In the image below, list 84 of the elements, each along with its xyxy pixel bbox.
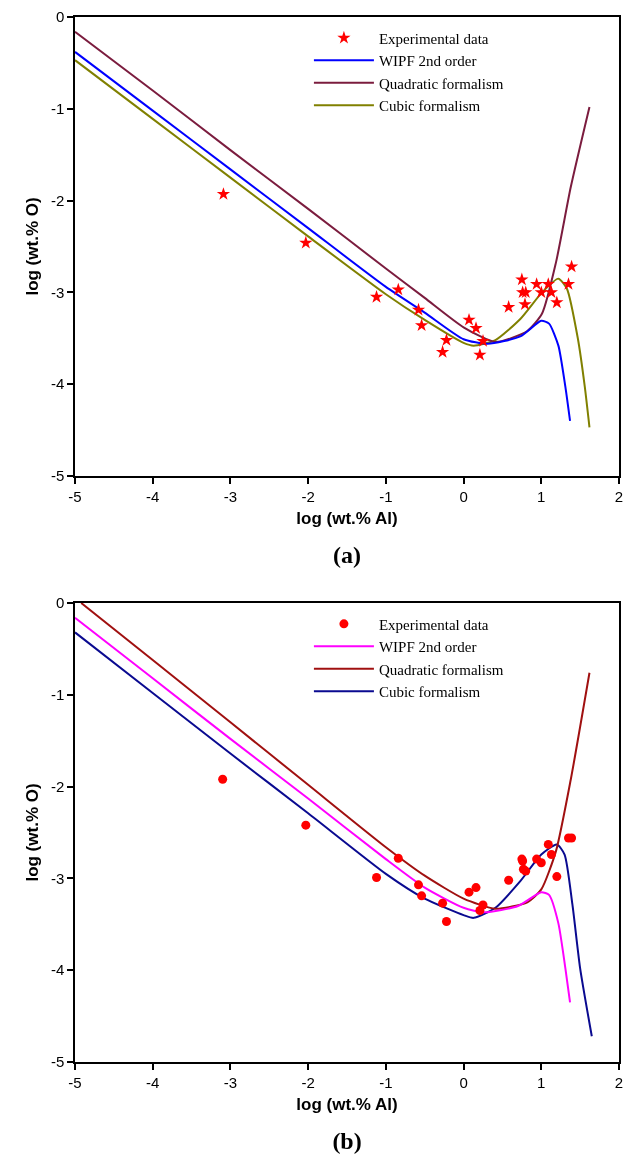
point xyxy=(369,289,384,303)
point xyxy=(393,853,403,863)
point xyxy=(439,333,454,346)
line-series xyxy=(75,631,593,1038)
point xyxy=(543,839,553,849)
y-axis-title: log (wt.% O) xyxy=(22,783,42,882)
y-tick-label: -3 xyxy=(50,283,65,301)
x-tick-label: -4 xyxy=(146,487,160,505)
point xyxy=(438,898,448,908)
point xyxy=(550,295,564,309)
legend-label: Quadratic formalism xyxy=(378,661,504,678)
y-axis-title: log (wt.% O) xyxy=(22,197,42,296)
y-tick-label: -3 xyxy=(50,869,65,887)
x-axis-title: log (wt.% Al) xyxy=(296,1094,398,1114)
point xyxy=(515,272,529,286)
y-tick-label: -2 xyxy=(50,191,65,209)
point xyxy=(534,285,548,299)
legend-label: Experimental data xyxy=(378,30,489,47)
x-tick-label: -3 xyxy=(223,1073,238,1091)
point xyxy=(414,880,423,890)
legend-label: Cubic formalism xyxy=(378,684,481,701)
x-tick-label: 0 xyxy=(459,487,468,505)
point xyxy=(464,887,474,897)
point xyxy=(473,347,487,361)
point xyxy=(478,900,488,910)
point xyxy=(391,282,405,296)
line-series xyxy=(80,603,591,910)
y-tick-label: -1 xyxy=(50,100,65,118)
point xyxy=(417,891,427,901)
legend-label: Quadratic formalism xyxy=(378,75,504,92)
legend-label: Experimental data xyxy=(378,616,489,633)
point xyxy=(501,300,516,313)
point xyxy=(552,872,562,882)
legend-label: Cubic formalism xyxy=(378,98,481,115)
x-tick-label: 1 xyxy=(537,487,546,505)
legend-label: WIPF 2nd order xyxy=(378,53,477,70)
y-tick-label: 0 xyxy=(55,594,65,612)
point xyxy=(469,321,483,334)
x-tick-label: -2 xyxy=(301,487,315,505)
y-tick-label: -4 xyxy=(50,961,65,979)
x-tick-label: 1 xyxy=(537,1073,546,1091)
point xyxy=(411,302,426,316)
y-tick-label: 0 xyxy=(55,8,65,26)
point xyxy=(536,858,546,868)
x-tick-label: -5 xyxy=(68,487,82,505)
y-tick-label: -5 xyxy=(50,1053,65,1071)
y-tick-label: -5 xyxy=(50,467,65,485)
point xyxy=(546,850,556,860)
x-tick-label: -3 xyxy=(223,487,238,505)
point xyxy=(519,285,533,299)
point xyxy=(476,334,490,347)
point xyxy=(301,820,311,830)
x-tick-label: 2 xyxy=(614,487,624,505)
point xyxy=(218,774,228,784)
x-tick-label: -2 xyxy=(301,1073,315,1091)
point xyxy=(372,872,382,882)
point xyxy=(471,883,481,893)
text: (a) xyxy=(333,541,362,568)
point xyxy=(561,277,576,290)
line-series xyxy=(75,616,572,1004)
line-series xyxy=(75,30,591,343)
point xyxy=(529,277,544,290)
point xyxy=(414,318,429,332)
x-tick-label: -4 xyxy=(146,1073,160,1091)
point xyxy=(216,187,231,200)
x-tick-label: -1 xyxy=(379,1073,393,1091)
point xyxy=(299,235,313,249)
point xyxy=(518,297,532,310)
x-tick-label: 2 xyxy=(614,1073,624,1091)
y-tick-label: -4 xyxy=(50,375,65,393)
point xyxy=(504,875,514,885)
x-tick-label: -5 xyxy=(68,1073,82,1091)
text: (b) xyxy=(332,1127,362,1154)
y-tick-label: -2 xyxy=(50,777,65,795)
x-tick-label: 0 xyxy=(459,1073,468,1091)
point xyxy=(435,345,450,358)
point xyxy=(544,285,559,299)
x-tick-label: -1 xyxy=(379,487,393,505)
legend-label: WIPF 2nd order xyxy=(378,639,477,656)
point xyxy=(462,312,476,326)
x-axis-title: log (wt.% Al) xyxy=(296,508,398,528)
point xyxy=(541,277,555,290)
point xyxy=(441,917,451,927)
y-tick-label: -1 xyxy=(50,686,65,704)
